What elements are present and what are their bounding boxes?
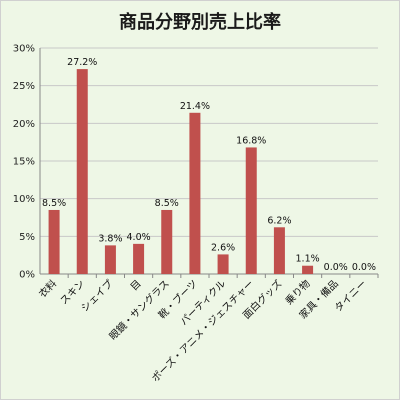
y-tick-label: 10% <box>13 194 35 205</box>
data-label: 4.0% <box>127 232 151 243</box>
y-tick-label: 30% <box>13 44 35 55</box>
bar <box>48 209 60 274</box>
bar <box>189 112 201 274</box>
data-label: 0.0% <box>324 262 348 273</box>
chart-title: 商品分野別売上比率 <box>119 12 281 33</box>
data-label: 16.8% <box>236 135 266 146</box>
bar <box>161 209 173 274</box>
bar <box>245 147 257 274</box>
data-label: 6.2% <box>267 215 291 226</box>
bar <box>76 69 88 275</box>
y-tick-label: 5% <box>19 232 35 243</box>
y-tick-label: 15% <box>13 157 35 168</box>
bar <box>302 265 314 274</box>
y-tick-label: 0% <box>19 270 35 281</box>
data-label: 21.4% <box>180 101 210 112</box>
category-label: 目 <box>129 278 144 293</box>
data-label: 27.2% <box>67 57 97 68</box>
data-label: 8.5% <box>155 198 179 209</box>
y-tick-label: 25% <box>13 81 35 92</box>
bar <box>133 243 145 274</box>
bar <box>273 227 285 274</box>
category-label: 衣料 <box>36 277 59 300</box>
data-label: 3.8% <box>98 233 122 244</box>
bar <box>217 254 229 274</box>
data-label: 0.0% <box>352 262 376 273</box>
data-label: 1.1% <box>296 254 320 265</box>
data-label: 8.5% <box>42 198 66 209</box>
y-tick-label: 20% <box>13 119 35 130</box>
bar <box>104 245 116 274</box>
data-label: 2.6% <box>211 242 235 253</box>
